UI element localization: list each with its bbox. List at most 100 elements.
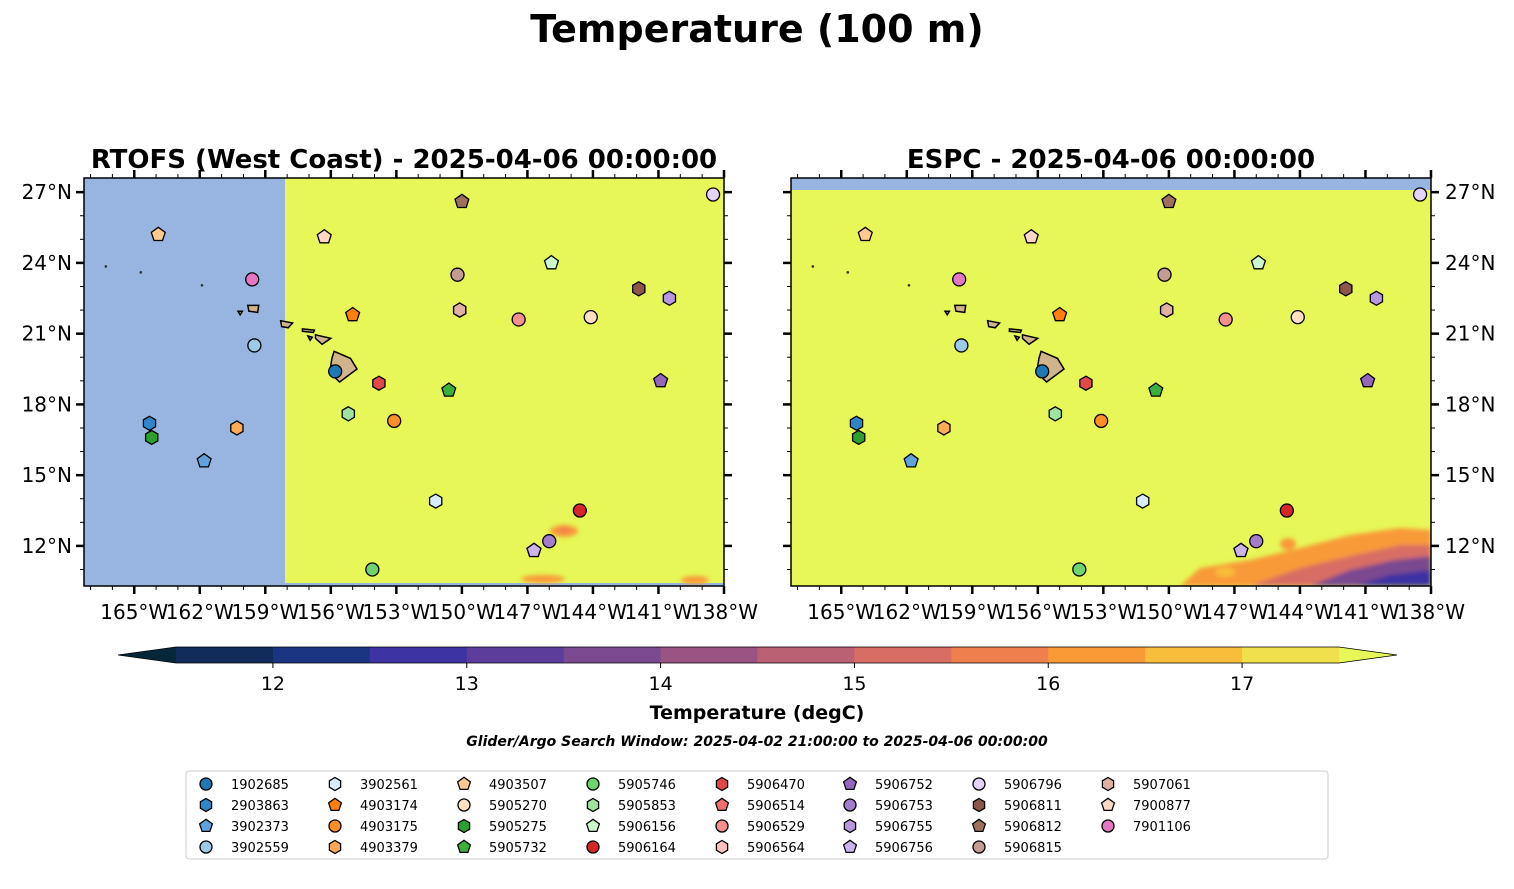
legend-marker-1902685 bbox=[199, 777, 213, 791]
legend-marker-7900877 bbox=[1100, 797, 1116, 812]
legend-marker-5906815 bbox=[972, 840, 986, 854]
espc-no-data-region bbox=[791, 178, 1431, 190]
espc-float-5906812 bbox=[1161, 193, 1177, 209]
rtofs-float-3902561 bbox=[428, 493, 443, 509]
espc-float-7900877 bbox=[1023, 228, 1039, 244]
espc-float-3902373 bbox=[903, 452, 919, 468]
rtofs-float-7900877 bbox=[316, 228, 332, 244]
legend-label: 2903863 bbox=[231, 799, 289, 814]
legend-label: 1902685 bbox=[231, 778, 289, 793]
colorbar-bin bbox=[176, 647, 274, 663]
espc-float-5905275 bbox=[851, 429, 866, 446]
legend-marker-4903174 bbox=[327, 797, 343, 812]
colorbar-bin bbox=[369, 647, 468, 663]
colorbar-tick-label: 12 bbox=[261, 673, 285, 695]
colorbar-extend-low bbox=[118, 647, 176, 663]
espc-x-tick-label: 138°W bbox=[1397, 600, 1465, 624]
espc-float-5906815 bbox=[1157, 267, 1172, 282]
rtofs-map bbox=[84, 178, 724, 586]
legend-label: 5907061 bbox=[1133, 778, 1191, 793]
espc-x-tick-label: 141°W bbox=[1331, 600, 1399, 624]
colorbar-tick-label: 15 bbox=[842, 673, 866, 695]
espc-land-islands bbox=[811, 265, 1065, 383]
rtofs-cool-patches bbox=[521, 525, 709, 584]
legend-label: 5906756 bbox=[875, 841, 933, 856]
legend-frame bbox=[185, 770, 1329, 860]
legend: 1902685 2903863 3902373 3902559 3902561 49031… bbox=[198, 776, 1191, 856]
rtofs-float-5905746 bbox=[365, 562, 380, 577]
rtofs-float-5906753 bbox=[542, 534, 557, 549]
colorbar-bin bbox=[1242, 647, 1340, 663]
legend-marker-7901106 bbox=[1101, 819, 1115, 833]
legend-marker-3902373 bbox=[198, 818, 214, 833]
legend-marker-5906156 bbox=[585, 818, 601, 833]
rtofs-y-tick-label: 27°N bbox=[22, 180, 72, 204]
legend-label: 3902373 bbox=[231, 820, 289, 835]
rtofs-y-tick-label: 12°N bbox=[22, 534, 72, 558]
rtofs-float-4903379 bbox=[230, 420, 244, 436]
rtofs-float-5906756 bbox=[526, 542, 542, 558]
colorbar-bin bbox=[272, 647, 371, 663]
rtofs-kauai-island bbox=[246, 304, 260, 314]
rtofs-float-4903175 bbox=[387, 413, 402, 429]
legend-label: 5906796 bbox=[1004, 778, 1062, 793]
rtofs-y-tick-label: 21°N bbox=[22, 322, 72, 346]
legend-label: 5906156 bbox=[618, 820, 676, 835]
rtofs-y-tick-label: 18°N bbox=[22, 392, 72, 416]
rtofs-float-5906755 bbox=[662, 290, 677, 307]
rtofs-x-tick-label: 141°W bbox=[624, 600, 692, 624]
espc-float-5906164 bbox=[1279, 503, 1294, 518]
colorbar-bin bbox=[854, 647, 952, 663]
rtofs-float-5905270 bbox=[583, 309, 598, 325]
legend-label: 5906755 bbox=[875, 820, 933, 835]
rtofs-float-5905275 bbox=[144, 429, 159, 446]
rtofs-float-5906811 bbox=[632, 281, 646, 297]
espc-float-5906752 bbox=[1359, 372, 1376, 388]
colorbar-tick-label: 17 bbox=[1230, 673, 1254, 695]
legend-label: 5905746 bbox=[618, 778, 676, 793]
rtofs-axes: 165°W162°W159°W156°W153°W150°W147°W144°W… bbox=[22, 170, 758, 624]
legend-marker-5906755 bbox=[843, 818, 857, 834]
legend-marker-4903507 bbox=[456, 776, 472, 791]
espc-float-7901106 bbox=[952, 272, 967, 287]
espc-float-1902685 bbox=[1035, 364, 1050, 379]
colorbar-bin bbox=[466, 647, 565, 663]
legend-marker-5905853 bbox=[586, 797, 600, 813]
legend-marker-5905270 bbox=[457, 798, 471, 812]
rtofs-x-tick-label: 165°W bbox=[100, 600, 168, 624]
legend-label: 5906164 bbox=[618, 841, 676, 856]
legend-label: 4903507 bbox=[489, 778, 547, 793]
espc-x-tick-label: 150°W bbox=[1135, 600, 1203, 624]
espc-x-tick-label: 144°W bbox=[1266, 600, 1334, 624]
rtofs-oahu-island bbox=[279, 319, 295, 329]
legend-marker-5906514 bbox=[714, 797, 730, 812]
legend-marker-5907061 bbox=[1101, 776, 1115, 792]
espc-y-tick-label: 12°N bbox=[1445, 534, 1495, 558]
espc-float-5906753 bbox=[1249, 534, 1264, 549]
espc-lanai-island bbox=[1013, 334, 1021, 342]
legend-marker-5906752 bbox=[842, 776, 858, 791]
espc-float-5906470 bbox=[1079, 375, 1093, 391]
rtofs-maui-island bbox=[314, 333, 333, 346]
espc-float-4903507 bbox=[857, 226, 873, 242]
espc-islet bbox=[907, 284, 911, 287]
legend-marker-5905732 bbox=[456, 839, 472, 854]
colorbar-bin bbox=[951, 647, 1049, 663]
espc-frame bbox=[790, 177, 1432, 587]
legend-label: 5905275 bbox=[489, 820, 547, 835]
rtofs-no-data-region bbox=[84, 178, 285, 586]
espc-float-5906796 bbox=[1412, 187, 1428, 202]
colorbar-outline bbox=[117, 646, 1398, 664]
rtofs-x-tick-label: 159°W bbox=[231, 600, 299, 624]
rtofs-float-5906752 bbox=[652, 372, 669, 388]
espc-y-tick-label: 24°N bbox=[1445, 251, 1495, 275]
colorbar-label: Temperature (degC) bbox=[650, 702, 865, 724]
rtofs-float-3902373 bbox=[196, 452, 212, 468]
espc-warm-field bbox=[791, 178, 1431, 586]
espc-islet bbox=[846, 271, 850, 274]
colorbar-extend-high bbox=[1339, 647, 1397, 663]
rtofs-float-5905853 bbox=[341, 406, 356, 422]
legend-label: 5906815 bbox=[1004, 841, 1062, 856]
rtofs-x-tick-label: 144°W bbox=[559, 600, 627, 624]
